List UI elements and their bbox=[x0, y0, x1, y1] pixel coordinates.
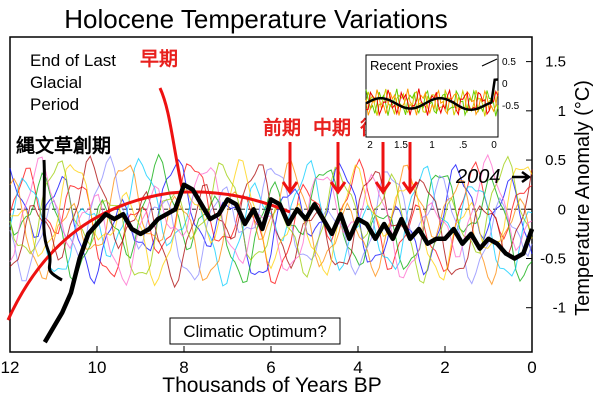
inset-x-tick-label: 0 bbox=[491, 140, 497, 151]
climatic-optimum-frame bbox=[169, 317, 341, 345]
end-glacial-line-2: Glacial bbox=[30, 73, 82, 92]
x-tick-label: 0 bbox=[527, 358, 536, 377]
x-tick-label: 10 bbox=[88, 358, 107, 377]
y-axis-label: Temperature Anomaly (°C) bbox=[572, 80, 594, 316]
inset-proxy-line bbox=[365, 88, 499, 117]
x-tick-label: 12 bbox=[1, 358, 20, 377]
red-curve bbox=[6, 190, 291, 321]
y-tick-label: 0.5 bbox=[545, 152, 566, 169]
period-arrow bbox=[401, 142, 419, 195]
x-axis-ticks: 12 10 8 6 4 2 0 bbox=[1, 346, 537, 377]
arrow-2004 bbox=[512, 170, 532, 184]
inset-x-tick-label: 2 bbox=[367, 140, 373, 151]
inset-title: Recent Proxies bbox=[370, 58, 459, 73]
inset-arrow bbox=[481, 58, 498, 67]
y-axis-ticks: 1.5 1 0.5 0 -0.5 -1 bbox=[526, 54, 566, 317]
series-line bbox=[42, 182, 535, 344]
inset-y-ticks: 0.5 0 -0.5 bbox=[502, 57, 520, 112]
x-tick-label: 2 bbox=[440, 358, 449, 377]
inset-lines bbox=[365, 78, 499, 117]
inset-y-tick-label: -0.5 bbox=[502, 101, 520, 112]
proxy-line bbox=[9, 155, 533, 289]
period-arrow bbox=[329, 142, 347, 195]
end-glacial-line-3: Period bbox=[30, 95, 79, 114]
inset-mean-line bbox=[365, 78, 499, 112]
label-2004: 2004 bbox=[455, 166, 501, 188]
inset-x-tick-label: .5 bbox=[459, 140, 468, 151]
recent-proxies-inset: Recent Proxies 2 1.5 1.5 0 0.50-0.5 bbox=[365, 54, 520, 151]
y-tick-label: 1.5 bbox=[545, 54, 566, 71]
year-2004-annotation: 2004 bbox=[455, 166, 532, 188]
y-tick-label: -1 bbox=[553, 300, 566, 317]
label-jomon-middle: 中期 bbox=[313, 116, 351, 139]
x-tick-label: 6 bbox=[266, 358, 275, 377]
proxy-line bbox=[9, 159, 533, 287]
end-glacial-line-1: End of Last bbox=[30, 51, 116, 70]
x-tick-label: 8 bbox=[179, 358, 188, 377]
inset-proxy-line bbox=[365, 88, 499, 116]
y-tick-label: 0 bbox=[558, 201, 566, 218]
black-hand-curve bbox=[42, 159, 63, 282]
proxy-line bbox=[9, 155, 533, 285]
x-tick-label: 4 bbox=[353, 358, 362, 377]
label-jomon-initial: 早期 bbox=[140, 48, 178, 70]
period-arrows bbox=[281, 142, 419, 195]
y-tick-label: 1 bbox=[558, 103, 566, 120]
proxy-line bbox=[9, 158, 533, 285]
x-axis-label: Thousands of Years BP bbox=[162, 374, 382, 397]
period-arrow bbox=[281, 142, 299, 195]
climatic-optimum-box: Climatic Optimum? bbox=[169, 317, 341, 345]
inset-x-tick-label: 1 bbox=[429, 140, 435, 151]
inset-x-ticks: 2 1.5 1.5 0 bbox=[367, 140, 497, 151]
red-arrow-jomon-initial bbox=[158, 87, 184, 189]
inset-x-tick-label: 1.5 bbox=[394, 140, 408, 151]
inset-y-tick-label: 0.5 bbox=[502, 57, 516, 68]
climatic-optimum-label: Climatic Optimum? bbox=[183, 322, 327, 341]
proxy-line bbox=[9, 158, 533, 285]
y-tick-label: -0.5 bbox=[540, 250, 566, 267]
proxy-line bbox=[9, 153, 533, 287]
label-jomon-incipient: 縄文草創期 bbox=[16, 134, 111, 157]
label-jomon-early: 前期 bbox=[263, 116, 301, 139]
period-arrow bbox=[374, 142, 392, 195]
inset-y-tick-label: 0 bbox=[502, 79, 508, 90]
proxy-line bbox=[9, 155, 533, 284]
chart-title: Holocene Temperature Variations bbox=[64, 4, 447, 34]
main-series bbox=[42, 182, 535, 344]
proxy-line bbox=[9, 153, 533, 284]
